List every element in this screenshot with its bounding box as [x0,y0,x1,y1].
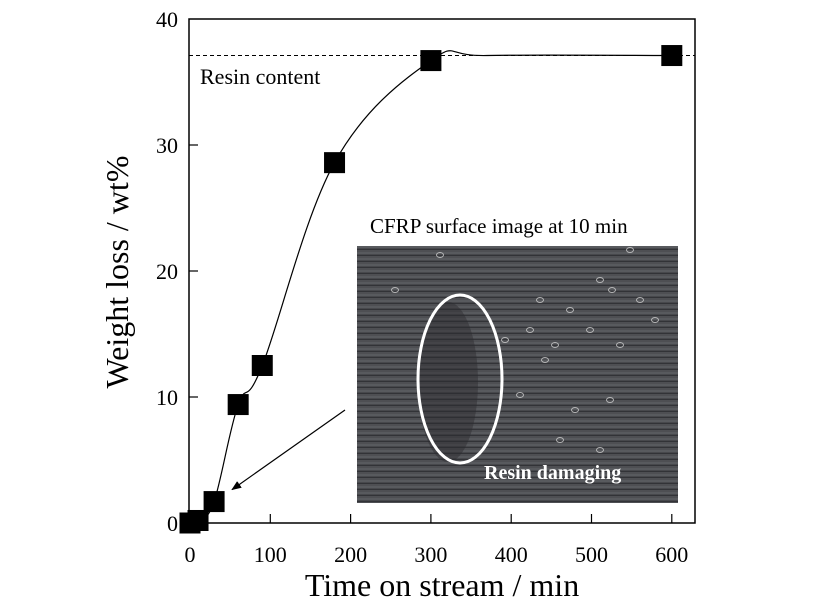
x-tick-label: 500 [575,542,608,567]
x-tick-label: 600 [655,542,688,567]
data-point [661,45,683,67]
surface-speck [391,287,399,293]
y-axis: 0 10 20 30 40 [156,7,198,536]
x-tick-label: 400 [495,542,528,567]
surface-speck [436,252,444,258]
surface-speck [566,307,574,313]
inset-shade [357,246,678,503]
surface-speck [616,342,624,348]
data-point [203,491,225,513]
surface-speck [636,297,644,303]
y-axis-title: Weight loss / wt% [99,156,135,389]
y-tick-label: 10 [156,385,178,410]
data-point [420,50,442,72]
data-point [324,152,346,174]
x-axis-title: Time on stream / min [305,567,579,603]
inset-label: Resin damaging [484,462,621,484]
data-point [251,355,273,376]
surface-speck [596,447,604,453]
y-tick-label: 20 [156,259,178,284]
inset-title: CFRP surface image at 10 min [370,214,628,238]
x-tick-label: 200 [334,542,367,567]
y-tick-label: 0 [167,511,178,536]
data-markers [179,45,683,534]
surface-speck [606,397,614,403]
surface-speck [651,317,659,323]
inset-arrow [231,409,346,491]
inset-photo [357,246,678,503]
surface-speck [608,287,616,293]
x-tick-label: 100 [254,542,287,567]
surface-speck [626,247,634,253]
y-tick-label: 30 [156,133,178,158]
inset-specks [391,247,659,453]
y-tick-label: 40 [156,7,178,32]
surface-speck [536,297,544,303]
data-point [227,394,249,416]
x-axis: 0 100 200 300 400 500 600 [185,514,688,567]
surface-speck [526,327,534,333]
surface-speck [541,357,549,363]
resin-content-label: Resin content [200,64,320,89]
damaged-region [418,302,478,462]
data-point [187,509,209,531]
surface-speck [571,407,579,413]
surface-speck [596,277,604,283]
surface-speck [501,337,509,343]
highlight-ellipse [416,293,504,465]
x-tick-label: 300 [414,542,447,567]
inset-image: Resin damaging [357,246,678,503]
surface-speck [586,327,594,333]
surface-speck [516,392,524,398]
surface-speck [556,437,564,443]
x-tick-label: 0 [185,542,196,567]
surface-speck [551,342,559,348]
